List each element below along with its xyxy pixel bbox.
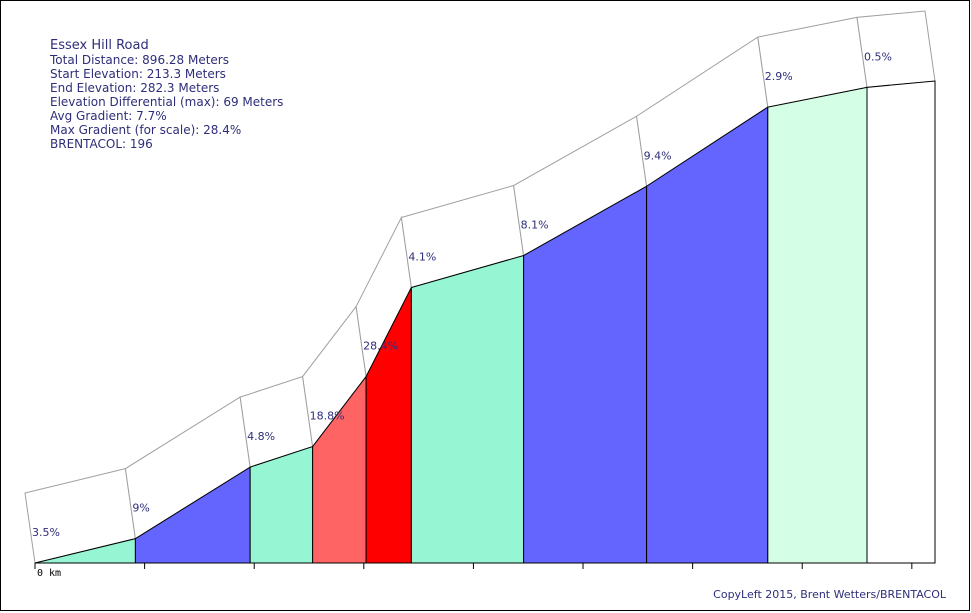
- profile-band-layer: [24, 10, 936, 564]
- gradient-label-8: 2.9%: [765, 70, 793, 83]
- info-avg-gradient: Avg Gradient: 7.7%: [50, 109, 167, 123]
- gradient-label-1: 9%: [132, 502, 149, 515]
- info-elevation-differential: Elevation Differential (max): 69 Meters: [50, 95, 283, 109]
- elevation-segment-2: [249, 445, 314, 564]
- elevation-segment-7: [646, 106, 769, 564]
- elevation-segment-8: [767, 86, 868, 564]
- info-total-distance: Total Distance: 896.28 Meters: [49, 53, 229, 67]
- info-end-elevation: End Elevation: 282.3 Meters: [50, 81, 219, 95]
- gradient-label-5: 4.1%: [408, 250, 436, 263]
- copyright-text: CopyLeft 2015, Brent Wetters/BRENTACOL: [713, 588, 947, 601]
- gradient-label-9: 0.5%: [864, 50, 892, 63]
- gradient-band-9: [856, 10, 936, 88]
- info-max-gradient: Max Gradient (for scale): 28.4%: [50, 123, 241, 137]
- gradient-label-4: 28.4%: [363, 340, 398, 353]
- info-brentacol: BRENTACOL: 196: [50, 137, 153, 151]
- info-panel: Essex Hill Road Total Distance: 896.28 M…: [49, 38, 283, 151]
- gradient-label-layer: 3.5% 9% 4.8% 18.8% 28.4% 4.1% 8.1% 9.4% 2.9% 0.5%: [32, 50, 892, 539]
- route-title: Essex Hill Road: [50, 38, 149, 53]
- elevation-segment-9: [866, 80, 936, 564]
- elevation-segment-5: [410, 254, 525, 564]
- gradient-label-7: 9.4%: [644, 149, 672, 162]
- x-axis-ticks: [34, 563, 913, 569]
- gradient-label-0: 3.5%: [32, 526, 60, 539]
- gradient-label-2: 4.8%: [247, 430, 275, 443]
- gradient-label-6: 8.1%: [521, 219, 549, 232]
- gradient-label-3: 18.8%: [310, 410, 345, 423]
- profile-fill-layer: [34, 80, 936, 564]
- info-start-elevation: Start Elevation: 213.3 Meters: [50, 67, 226, 81]
- x-tick-label-0: 0 km: [37, 568, 61, 579]
